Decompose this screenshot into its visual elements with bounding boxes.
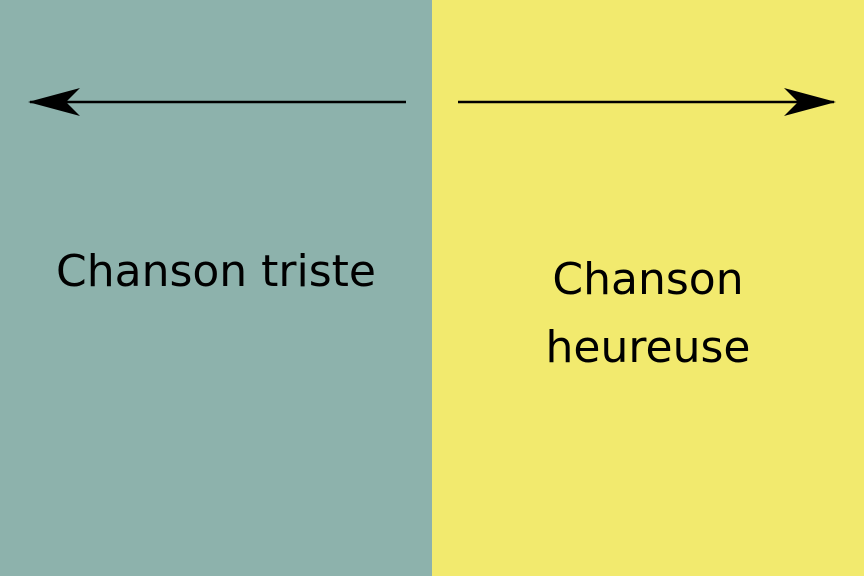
happy-song-panel: Chanson heureuse bbox=[432, 0, 864, 576]
happy-song-label-line2: heureuse bbox=[545, 322, 751, 374]
sad-song-label: Chanson triste bbox=[56, 246, 376, 297]
right-arrow-icon bbox=[458, 88, 836, 116]
left-arrow-head bbox=[28, 88, 80, 116]
sad-song-panel: Chanson triste bbox=[0, 0, 432, 576]
happy-song-label-line1: Chanson bbox=[552, 254, 744, 305]
happy-song-label: Chanson heureuse bbox=[432, 246, 864, 382]
left-arrow-icon bbox=[28, 88, 406, 116]
right-arrow-head bbox=[784, 88, 836, 116]
